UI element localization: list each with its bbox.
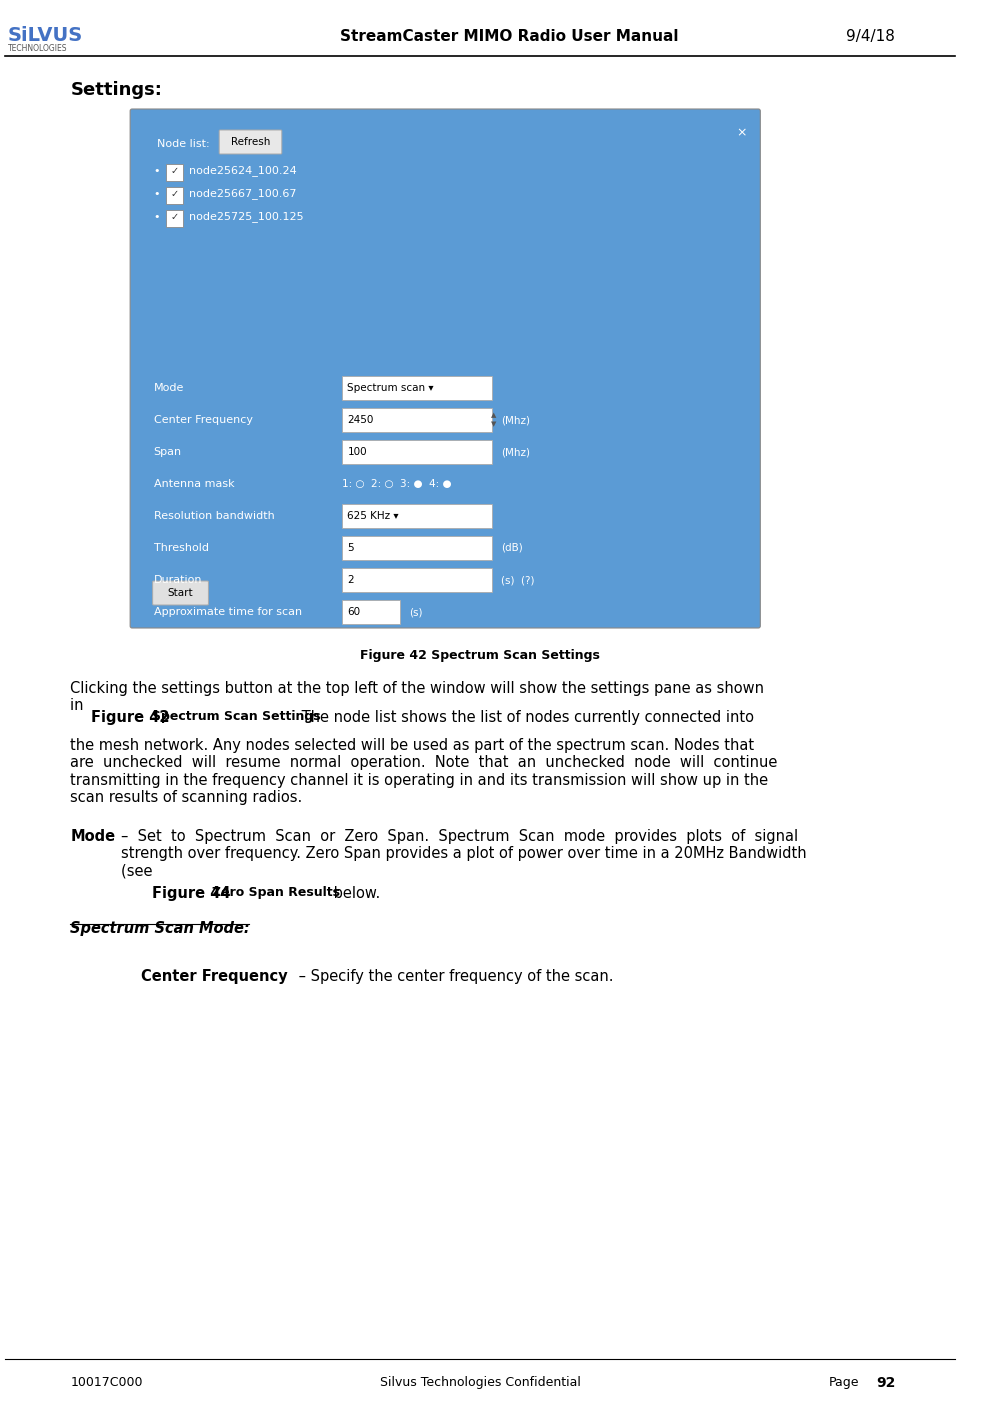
- Text: 1: ○  2: ○  3: ●  4: ●: 1: ○ 2: ○ 3: ● 4: ●: [342, 478, 452, 490]
- Text: Antenna mask: Antenna mask: [154, 478, 234, 490]
- Text: 92: 92: [876, 1376, 896, 1390]
- Text: 100: 100: [347, 447, 367, 457]
- Text: Refresh: Refresh: [231, 137, 270, 147]
- Text: Spectrum Scan Mode:: Spectrum Scan Mode:: [71, 921, 250, 935]
- Text: Figure 42 Spectrum Scan Settings: Figure 42 Spectrum Scan Settings: [360, 649, 600, 662]
- Text: Mode: Mode: [154, 382, 184, 394]
- Text: Page: Page: [829, 1376, 859, 1388]
- FancyBboxPatch shape: [153, 581, 208, 605]
- Text: 2450: 2450: [347, 415, 374, 425]
- FancyBboxPatch shape: [341, 600, 400, 624]
- FancyBboxPatch shape: [341, 408, 492, 432]
- FancyBboxPatch shape: [341, 440, 492, 464]
- Text: – Specify the center frequency of the scan.: – Specify the center frequency of the sc…: [294, 969, 613, 983]
- Text: The node list shows the list of nodes currently connected into: The node list shows the list of nodes cu…: [297, 710, 754, 724]
- Text: Node list:: Node list:: [157, 140, 209, 150]
- FancyBboxPatch shape: [167, 188, 183, 205]
- Text: Center Frequency: Center Frequency: [141, 969, 287, 983]
- FancyBboxPatch shape: [219, 130, 282, 154]
- Text: ▼: ▼: [491, 422, 496, 428]
- Text: Span: Span: [154, 447, 181, 457]
- Text: 2: 2: [347, 576, 354, 586]
- FancyBboxPatch shape: [341, 377, 492, 399]
- Text: 60: 60: [347, 607, 360, 617]
- Text: Approximate time for scan: Approximate time for scan: [154, 607, 302, 617]
- FancyBboxPatch shape: [341, 536, 492, 560]
- FancyBboxPatch shape: [130, 109, 760, 628]
- Text: StreamCaster MIMO Radio User Manual: StreamCaster MIMO Radio User Manual: [340, 28, 679, 44]
- Text: Resolution bandwidth: Resolution bandwidth: [154, 511, 275, 521]
- FancyBboxPatch shape: [341, 569, 492, 591]
- Text: node25624_100.24: node25624_100.24: [189, 165, 296, 176]
- Text: node25667_100.67: node25667_100.67: [189, 189, 296, 199]
- Text: Clicking the settings button at the top left of the window will show the setting: Clicking the settings button at the top …: [71, 682, 764, 714]
- Text: Figure 44: Figure 44: [152, 886, 235, 902]
- Text: (dB): (dB): [501, 543, 523, 553]
- Text: (Mhz): (Mhz): [501, 447, 530, 457]
- Text: below.: below.: [329, 886, 380, 902]
- Text: SiLVUS: SiLVUS: [8, 25, 83, 45]
- Text: ✓: ✓: [171, 212, 179, 222]
- Text: TECHNOLOGIES: TECHNOLOGIES: [8, 44, 68, 54]
- Text: Spectrum Scan Settings: Spectrum Scan Settings: [152, 710, 321, 722]
- Text: (Mhz): (Mhz): [501, 415, 530, 425]
- Text: (s): (s): [409, 607, 423, 617]
- Text: ✓: ✓: [171, 166, 179, 176]
- Text: (s)  (?): (s) (?): [501, 576, 535, 586]
- Text: 9/4/18: 9/4/18: [847, 28, 896, 44]
- Text: Spectrum scan ▾: Spectrum scan ▾: [347, 382, 434, 394]
- FancyBboxPatch shape: [167, 210, 183, 227]
- Text: Center Frequency: Center Frequency: [154, 415, 253, 425]
- Text: Mode: Mode: [71, 830, 116, 844]
- Text: •: •: [154, 212, 160, 222]
- Text: •: •: [154, 166, 160, 176]
- Text: 10017C000: 10017C000: [71, 1376, 143, 1388]
- Text: Zero Span Results: Zero Span Results: [212, 886, 340, 899]
- Text: ✓: ✓: [171, 189, 179, 199]
- Text: Settings:: Settings:: [71, 80, 162, 99]
- Text: –  Set  to  Spectrum  Scan  or  Zero  Span.  Spectrum  Scan  mode  provides  plo: – Set to Spectrum Scan or Zero Span. Spe…: [121, 830, 806, 879]
- Text: Threshold: Threshold: [154, 543, 209, 553]
- Text: Figure 42: Figure 42: [91, 710, 176, 724]
- FancyBboxPatch shape: [167, 164, 183, 181]
- Text: the mesh network. Any nodes selected will be used as part of the spectrum scan. : the mesh network. Any nodes selected wil…: [71, 738, 778, 806]
- Text: •: •: [154, 189, 160, 199]
- Text: 5: 5: [347, 543, 354, 553]
- Text: ▲: ▲: [491, 412, 496, 419]
- Text: Silvus Technologies Confidential: Silvus Technologies Confidential: [380, 1376, 581, 1388]
- Text: Start: Start: [168, 588, 193, 598]
- FancyBboxPatch shape: [341, 504, 492, 528]
- Text: Duration: Duration: [154, 576, 202, 586]
- Text: node25725_100.125: node25725_100.125: [189, 212, 303, 223]
- Text: ×: ×: [736, 126, 747, 140]
- Text: 625 KHz ▾: 625 KHz ▾: [347, 511, 399, 521]
